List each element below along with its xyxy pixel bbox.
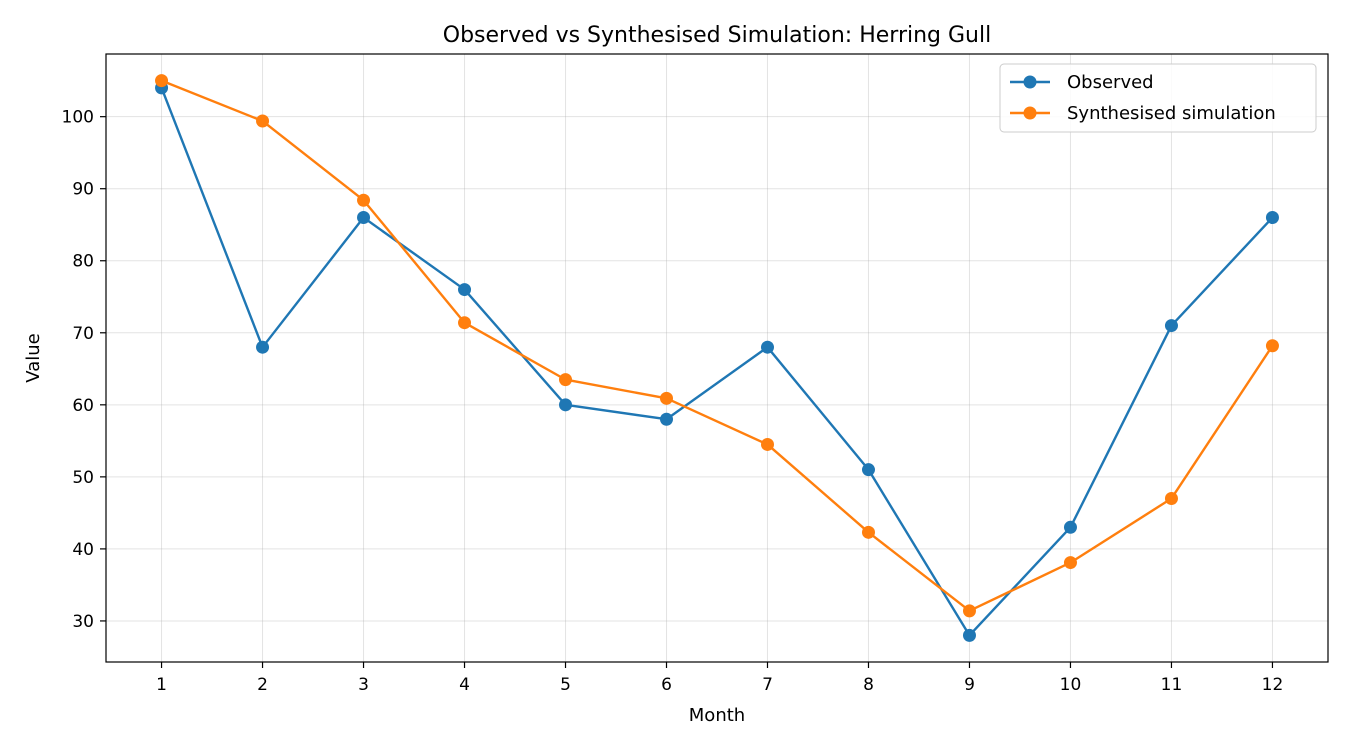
legend: Observed Synthesised simulation xyxy=(999,63,1317,133)
legend-item: Synthesised simulation xyxy=(1010,103,1276,124)
data-point xyxy=(861,525,875,539)
y-tick-label: 30 xyxy=(72,612,94,632)
legend-swatch-marker xyxy=(1023,75,1037,89)
data-point xyxy=(660,412,674,426)
data-point xyxy=(660,391,674,405)
series-synthesised xyxy=(155,74,1279,618)
y-tick-label: 90 xyxy=(72,180,94,200)
x-tick-label: 10 xyxy=(1060,675,1082,695)
data-point xyxy=(559,373,573,387)
data-point xyxy=(155,74,169,88)
data-point xyxy=(1063,556,1077,570)
legend-label: Synthesised simulation xyxy=(1067,103,1276,124)
y-tick-label: 40 xyxy=(72,540,94,560)
data-point xyxy=(256,114,270,128)
data-point xyxy=(458,316,472,330)
x-tick-label: 1 xyxy=(156,675,167,695)
y-tick-label: 50 xyxy=(72,468,94,488)
legend-item: Observed xyxy=(1010,72,1154,93)
series-observed xyxy=(155,81,1279,642)
x-tick-label: 2 xyxy=(257,675,268,695)
x-axis-label: Month xyxy=(689,705,745,726)
axes xyxy=(105,53,1329,663)
plot-frame xyxy=(105,53,1329,663)
x-tick-label: 7 xyxy=(762,675,773,695)
series xyxy=(155,74,1279,642)
x-tick-label: 9 xyxy=(964,675,975,695)
data-point xyxy=(559,398,573,412)
x-tick-label: 3 xyxy=(358,675,369,695)
series-line xyxy=(160,87,1274,637)
x-tick-label: 8 xyxy=(863,675,874,695)
data-point xyxy=(1265,339,1279,353)
data-point xyxy=(256,340,270,354)
y-tick-label: 100 xyxy=(62,108,94,128)
y-axis-label: Value xyxy=(23,333,44,382)
x-tick-label: 6 xyxy=(661,675,672,695)
series-line xyxy=(161,79,1274,613)
data-point xyxy=(1265,211,1279,225)
data-point xyxy=(760,340,774,354)
data-point xyxy=(962,628,976,642)
y-tick-label: 80 xyxy=(72,252,94,272)
legend-box xyxy=(999,63,1317,133)
data-point xyxy=(1164,491,1178,505)
x-tick-label: 5 xyxy=(560,675,571,695)
x-tick-label: 4 xyxy=(459,675,470,695)
data-point xyxy=(1164,319,1178,333)
data-point xyxy=(861,463,875,477)
data-point xyxy=(760,437,774,451)
x-tick-label: 11 xyxy=(1161,675,1183,695)
y-tick-label: 60 xyxy=(72,396,94,416)
legend-label: Observed xyxy=(1067,72,1154,93)
data-point xyxy=(1063,520,1077,534)
data-point xyxy=(962,604,976,618)
y-tick-label: 70 xyxy=(72,324,94,344)
data-point xyxy=(357,193,371,207)
x-tick-label: 12 xyxy=(1262,675,1284,695)
chart-title: Observed vs Synthesised Simulation: Herr… xyxy=(443,23,991,48)
data-point xyxy=(357,211,371,225)
legend-swatch-marker xyxy=(1023,106,1037,120)
data-point xyxy=(458,283,472,297)
